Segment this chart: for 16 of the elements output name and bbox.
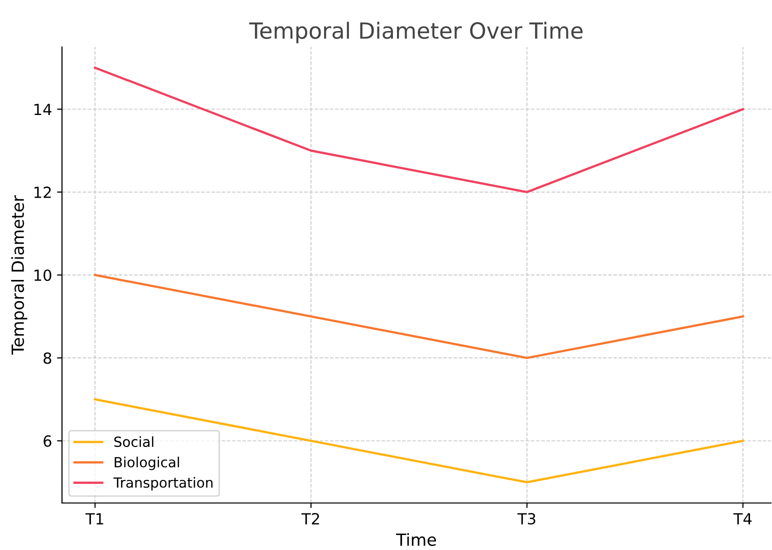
line-series	[94, 66, 744, 194]
x-tick-label: T3	[517, 512, 536, 525]
x-tick-label: T2	[301, 512, 319, 524]
y-tick-label: 10	[34, 269, 52, 282]
x-axis-title: Time	[396, 533, 436, 546]
y-tick-label: 14	[34, 104, 52, 115]
y-tick-label: 12	[34, 186, 51, 198]
legend-label: Biological	[114, 456, 180, 470]
x-tick-label: T1	[85, 513, 104, 524]
legend-label: Transportation	[113, 477, 212, 490]
y-tick-label: 8	[44, 352, 52, 364]
legend-label: Social	[114, 436, 154, 448]
x-tick-label: T4	[733, 513, 752, 524]
chart-title: Temporal Diameter Over Time	[249, 22, 583, 44]
y-axis-title: Temporal Diameter	[11, 195, 28, 355]
y-tick-label: 6	[44, 435, 52, 447]
